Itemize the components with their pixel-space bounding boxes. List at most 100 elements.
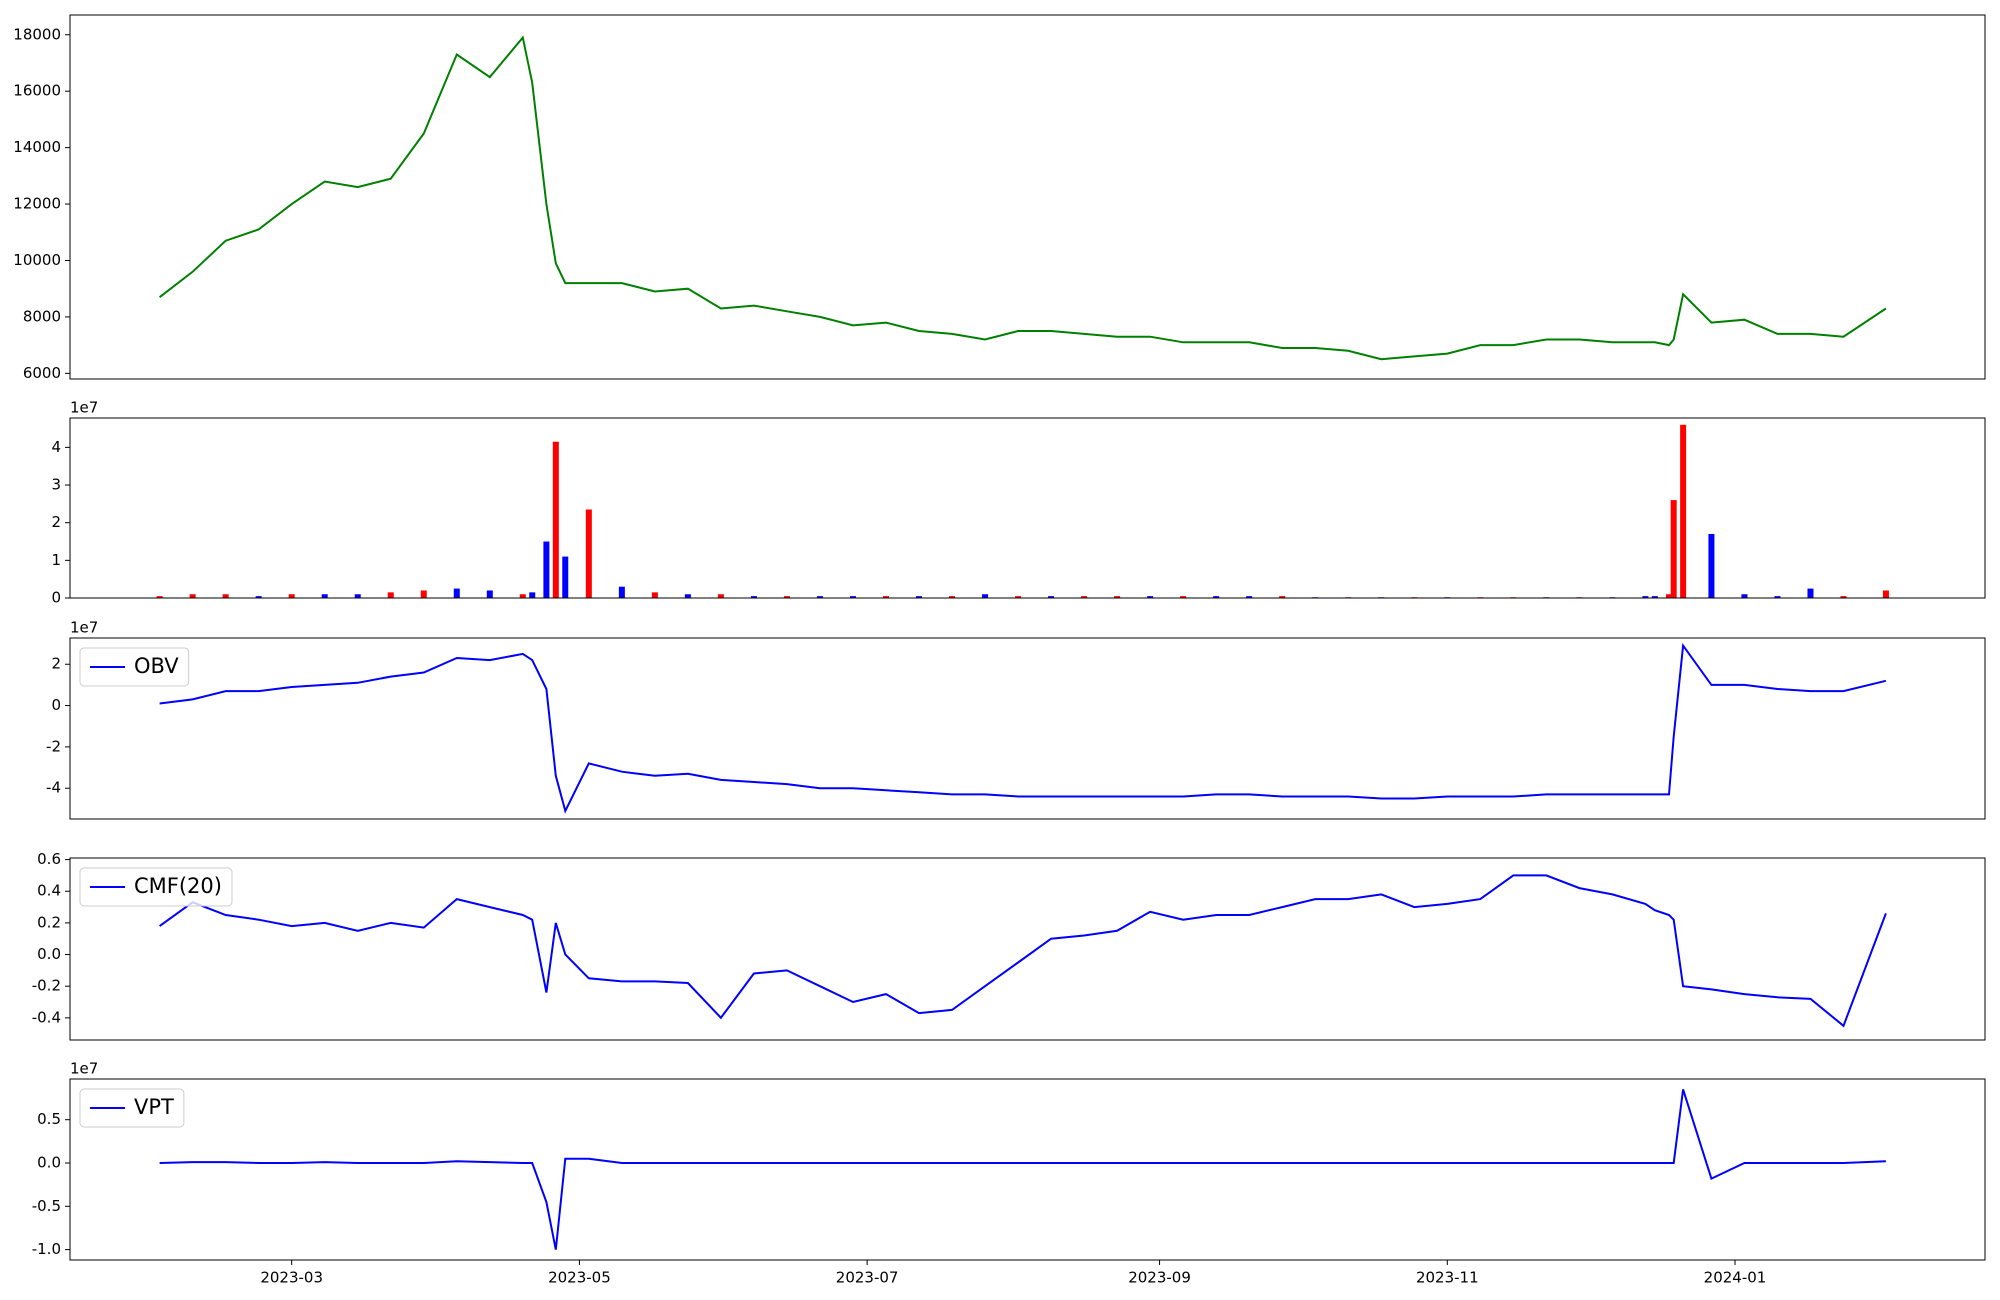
bar xyxy=(651,592,658,598)
y-tick-label: -4 xyxy=(46,779,61,797)
panel: -1.0 -0.5 0.0 0.5 1e7 VPT 2023-03 2023-05 2023-0… xyxy=(32,1060,1986,1287)
bar xyxy=(982,594,989,598)
bar xyxy=(255,596,262,598)
bar xyxy=(1840,596,1847,598)
bar xyxy=(1680,424,1687,598)
bar xyxy=(1665,594,1672,598)
bar xyxy=(354,594,361,598)
x-tick-label: 2023-03 xyxy=(260,1269,323,1287)
x-tick-label: 2023-07 xyxy=(836,1269,899,1287)
bar xyxy=(387,592,394,598)
bar xyxy=(783,596,790,598)
line xyxy=(159,874,1887,1028)
bar xyxy=(1081,596,1088,598)
y-tick-label: 0.5 xyxy=(37,1110,61,1128)
axis-offset: 1e7 xyxy=(70,619,98,637)
y-tick-label: -1.0 xyxy=(32,1240,61,1258)
x-tick-label: 2023-09 xyxy=(1128,1269,1191,1287)
bar xyxy=(1807,588,1814,598)
bar xyxy=(1279,596,1286,598)
bar xyxy=(1147,596,1154,598)
frame xyxy=(69,14,1986,380)
bar xyxy=(882,596,889,598)
y-tick-label: 4 xyxy=(51,438,61,456)
bar xyxy=(156,596,163,598)
bar xyxy=(1670,500,1677,598)
frame xyxy=(69,417,1986,599)
bar xyxy=(1015,596,1022,598)
legend-box xyxy=(79,647,190,687)
bar xyxy=(1651,596,1658,598)
frame xyxy=(69,637,1986,820)
bar xyxy=(189,594,196,598)
bar xyxy=(321,594,328,598)
y-tick-label: 10000 xyxy=(13,251,61,269)
bar xyxy=(1741,594,1748,598)
bar xyxy=(916,596,923,598)
panel: 0 1 2 3 4 1e7 xyxy=(51,399,1986,607)
y-tick-label: 2 xyxy=(51,655,61,673)
x-tick-label: 2023-05 xyxy=(548,1269,611,1287)
bar xyxy=(717,594,724,598)
y-tick-label: -2 xyxy=(46,737,61,755)
legend-label: OBV xyxy=(134,654,179,678)
y-tick-label: 3 xyxy=(51,476,61,494)
y-tick-label: 0.0 xyxy=(37,945,61,963)
line xyxy=(159,642,1887,814)
x-tick-label: 2023-11 xyxy=(1416,1269,1479,1287)
y-tick-label: 0 xyxy=(51,589,61,607)
y-tick-label: -0.5 xyxy=(32,1197,61,1215)
bar xyxy=(1708,533,1715,598)
x-tick-label: 2024-01 xyxy=(1704,1269,1767,1287)
bar xyxy=(949,596,956,598)
bar xyxy=(562,556,569,598)
bar xyxy=(1180,596,1187,598)
bar xyxy=(552,441,559,598)
y-tick-label: 18000 xyxy=(13,25,61,43)
bar xyxy=(816,596,823,598)
bar xyxy=(222,594,229,598)
y-tick-label: 1 xyxy=(51,551,61,569)
y-tick-label: 6000 xyxy=(23,364,61,382)
y-tick-label: 0.6 xyxy=(37,850,61,868)
legend-label: CMF(20) xyxy=(134,874,222,898)
panel: 6000 8000 10000 12000 14000 16000 18000 xyxy=(13,14,1986,382)
bar xyxy=(684,594,691,598)
bar xyxy=(453,588,460,598)
bar xyxy=(529,592,536,598)
y-tick-label: 0.2 xyxy=(37,913,61,931)
bar xyxy=(1642,596,1649,598)
bar xyxy=(1774,596,1781,598)
bar xyxy=(486,590,493,598)
bar xyxy=(1213,596,1220,598)
y-tick-label: -0.2 xyxy=(32,977,61,995)
bar xyxy=(519,594,526,598)
axis-offset: 1e7 xyxy=(70,1060,98,1078)
bar xyxy=(585,509,592,598)
bar xyxy=(1048,596,1055,598)
panel: -4 -2 0 2 1e7 OBV xyxy=(46,619,1986,820)
y-tick-label: 2 xyxy=(51,513,61,531)
frame xyxy=(69,857,1986,1041)
y-tick-label: 8000 xyxy=(23,307,61,325)
bar xyxy=(750,596,757,598)
bar xyxy=(1246,596,1253,598)
y-tick-label: 12000 xyxy=(13,195,61,213)
y-tick-label: -0.4 xyxy=(32,1008,61,1026)
y-tick-label: 16000 xyxy=(13,82,61,100)
bar xyxy=(288,594,295,598)
bar xyxy=(618,586,625,598)
bar xyxy=(1882,590,1889,598)
frame xyxy=(69,1078,1986,1261)
y-tick-label: 0 xyxy=(51,696,61,714)
line xyxy=(159,1089,1886,1250)
y-tick-label: 14000 xyxy=(13,138,61,156)
axis-offset: 1e7 xyxy=(70,399,98,417)
y-tick-label: 0.0 xyxy=(37,1154,61,1172)
bar xyxy=(543,541,550,598)
legend-label: VPT xyxy=(134,1095,174,1119)
legend-box xyxy=(79,867,233,907)
y-tick-label: 0.4 xyxy=(37,882,61,900)
bar xyxy=(1114,596,1121,598)
